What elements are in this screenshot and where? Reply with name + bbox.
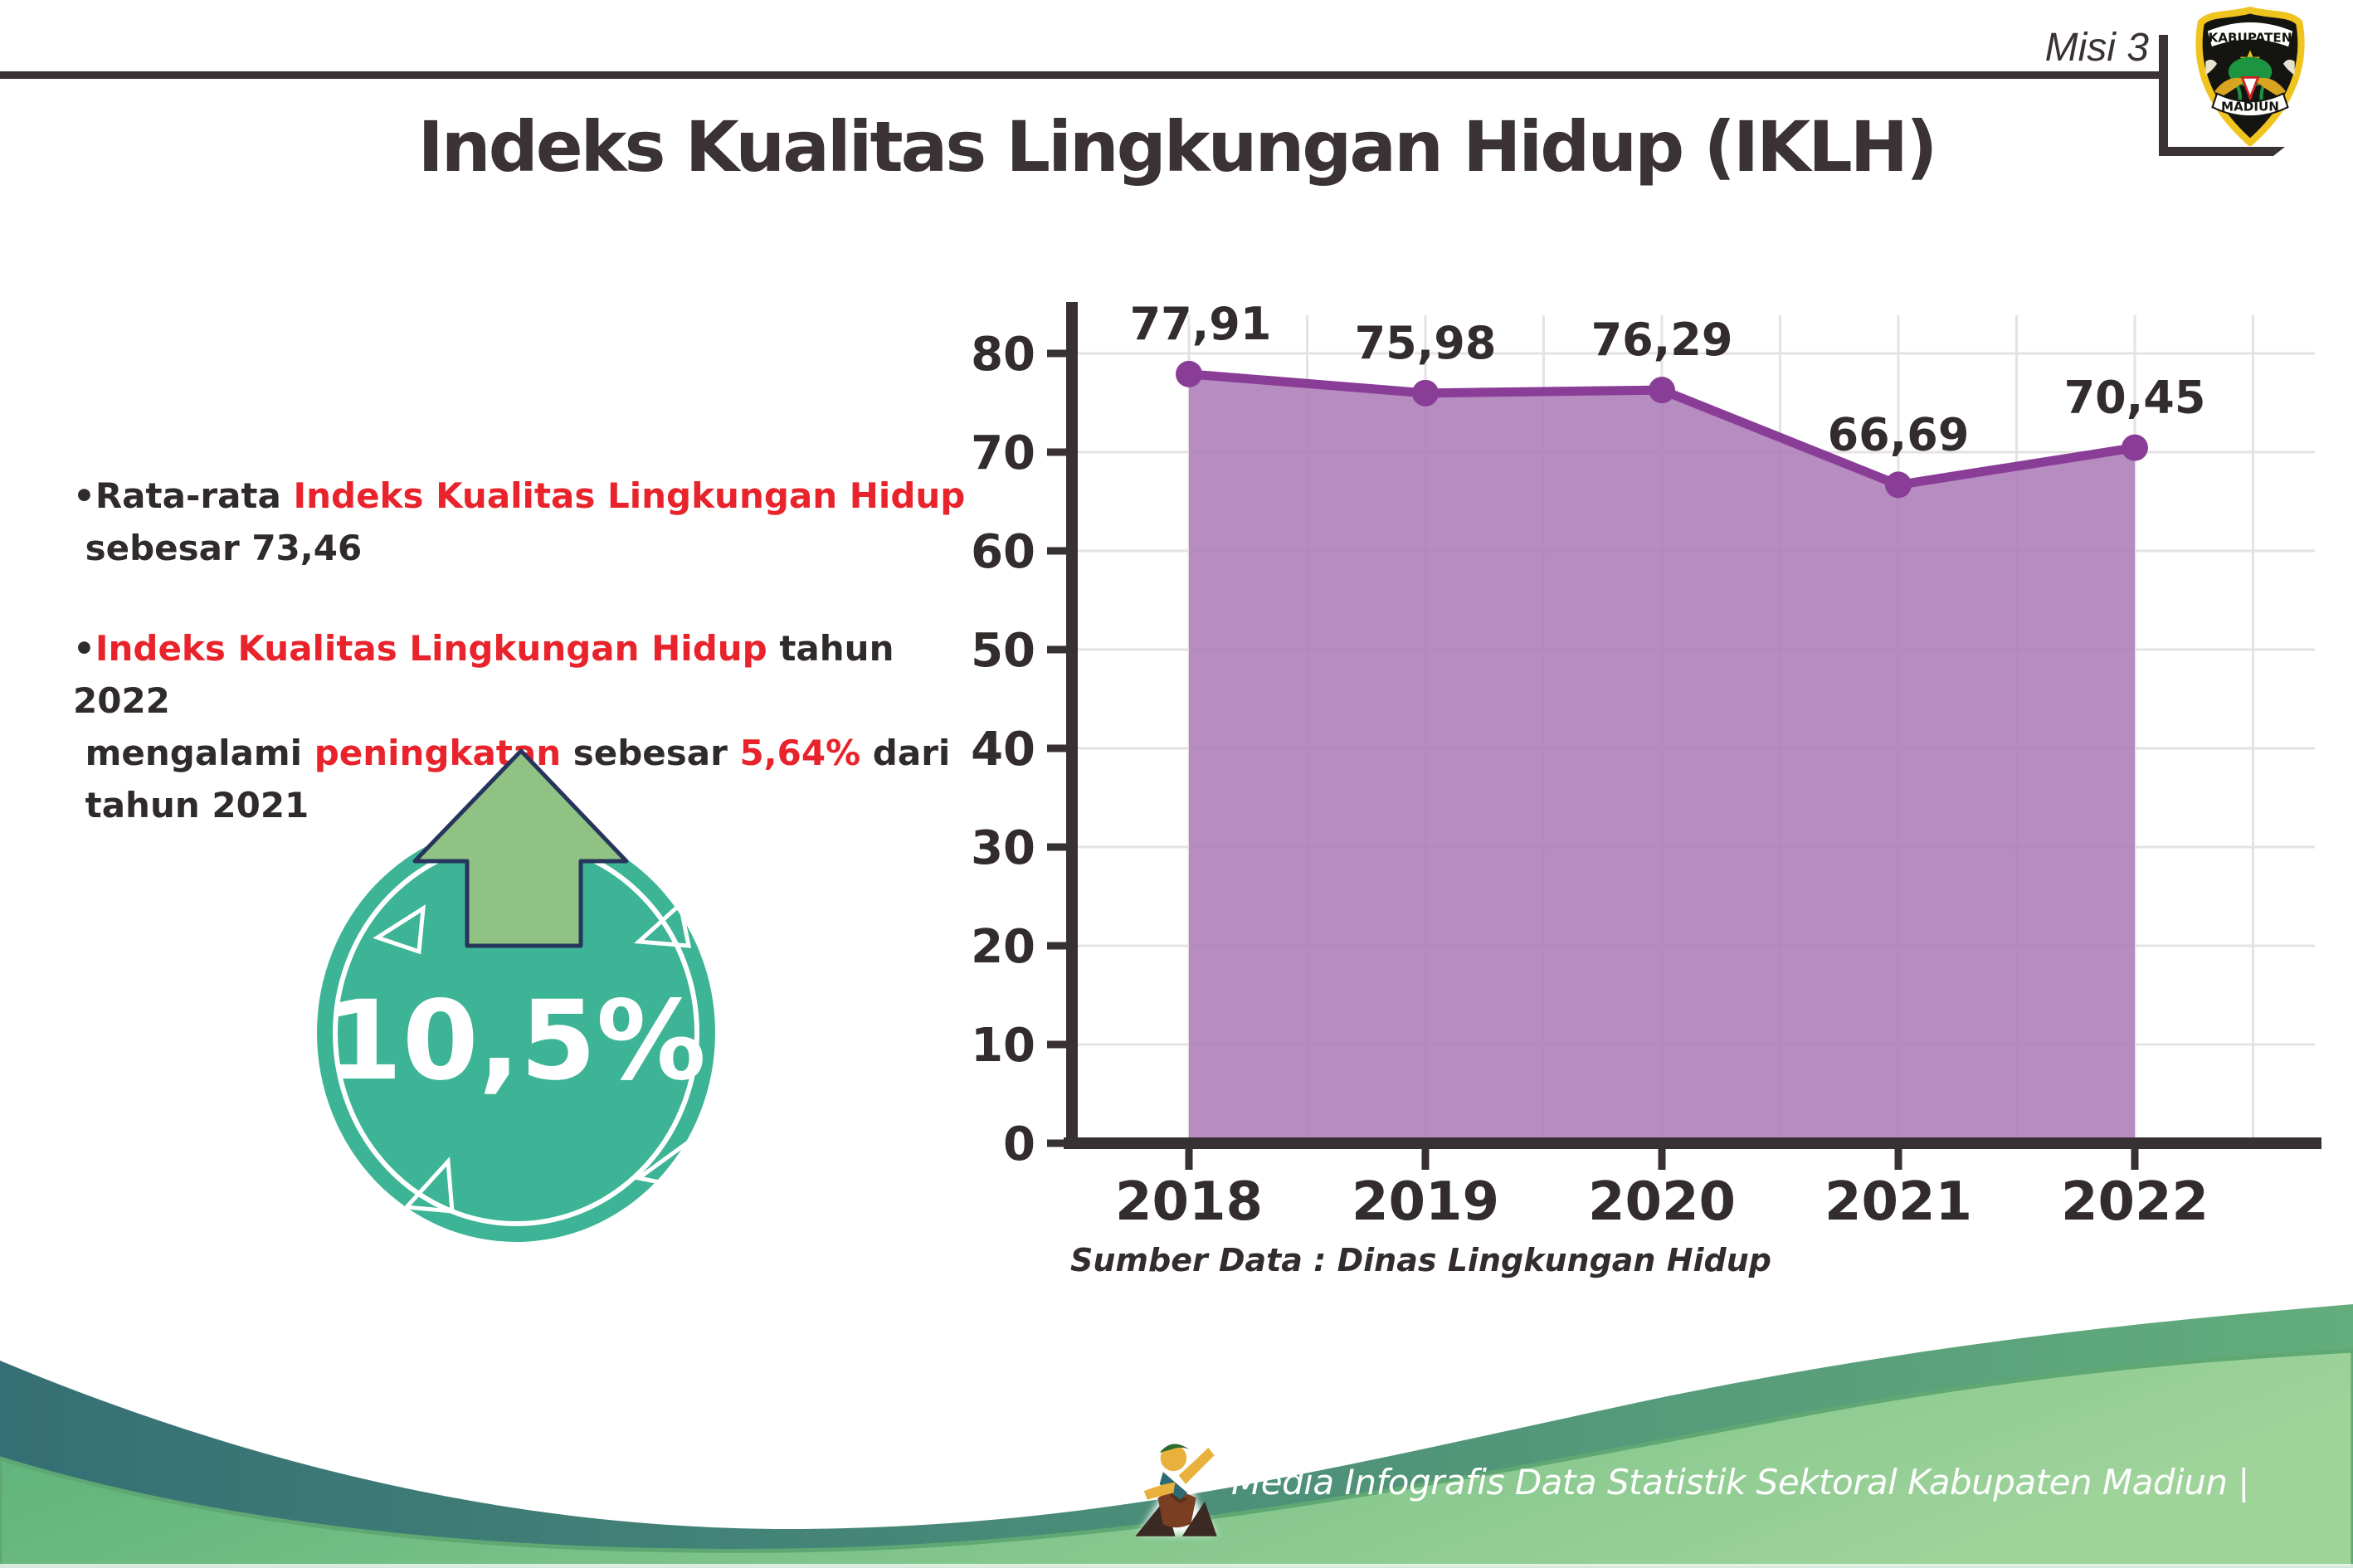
area-fill [1189, 373, 2135, 1144]
badge-percentage: 10,5% [326, 977, 706, 1105]
y-tick-label: 30 [971, 821, 1035, 875]
y-tick-label: 80 [971, 328, 1035, 382]
y-tick-label: 10 [971, 1019, 1035, 1073]
page-title: Indeks Kualitas Lingkungan Hidup (IKLH) [417, 106, 1938, 187]
text-segment: • [73, 628, 95, 669]
text-segment: •Rata-rata [73, 475, 294, 516]
y-tick-label: 0 [1003, 1118, 1035, 1171]
logo-frame-vertical [2159, 35, 2168, 156]
logo-bottom-text: MADIUN [2221, 99, 2279, 114]
y-tick-label: 20 [971, 920, 1035, 974]
y-tick-label: 50 [971, 624, 1035, 678]
sparkle-icon [373, 904, 426, 955]
dancer-mascot-icon [1135, 1443, 1217, 1536]
text-segment: Indeks Kualitas Lingkungan Hidup [293, 475, 966, 516]
sparkle-icon [633, 1141, 691, 1191]
data-point [2122, 434, 2148, 461]
text-segment: dari tahun 2021 [85, 733, 951, 825]
footer-caption: Media Infografis Data Statistik Sektoral… [1231, 1462, 2249, 1502]
up-arrow-icon [412, 748, 629, 948]
footer-wave-green [0, 1348, 2353, 1568]
sparkle-icon [402, 1157, 455, 1214]
footer-waves [0, 1304, 2353, 1568]
data-label: 77,91 [1130, 298, 1272, 350]
chart-layers: 0 10 20 30 40 50 60 70 80 2018 2019 2020 2021 2022 77,… [971, 298, 2321, 1233]
header-rule [0, 71, 2161, 79]
text-segment: 5,64% [739, 733, 861, 773]
increase-badge: 10,5% [317, 748, 715, 1242]
data-point [1649, 377, 1675, 404]
bullet-item-average: •Rata-rata Indeks Kualitas Lingkungan Hi… [73, 470, 977, 574]
text-segment: sebesar 73,46 [85, 528, 363, 568]
data-point [1412, 379, 1439, 407]
x-tick-label: 2018 [1115, 1171, 1263, 1233]
data-label: 76,29 [1591, 314, 1733, 366]
x-tick-label: 2022 [2061, 1171, 2209, 1233]
text-segment: sebesar [561, 733, 740, 773]
iklh-chart: 0 10 20 30 40 50 60 70 80 2018 2019 2020 2021 2022 77,… [971, 298, 2321, 1278]
y-tick-label: 40 [971, 723, 1035, 777]
logo-top-text: KABUPATEN [2209, 31, 2292, 46]
logo-frame-horizontal [2159, 147, 2285, 156]
text-segment: Indeks Kualitas Lingkungan Hidup [95, 628, 767, 669]
y-tick-label: 70 [971, 426, 1035, 480]
data-label: 75,98 [1355, 317, 1497, 369]
misi-label: Misi 3 [2044, 26, 2149, 70]
sparkle-icon [634, 900, 692, 948]
x-tick-label: 2019 [1352, 1171, 1499, 1233]
data-point [1176, 360, 1202, 387]
data-point [1885, 471, 1912, 499]
text-segment: tahun 2022 mengalami [73, 628, 894, 773]
y-tick-label: 60 [971, 525, 1035, 579]
chart-source-note: Sumber Data : Dinas Lingkungan Hidup [1070, 1242, 1771, 1278]
data-label: 70,45 [2064, 372, 2206, 424]
kabupaten-madiun-logo-icon: KABUPATEN MADIUN [2195, 7, 2305, 146]
badge-circle [317, 824, 715, 1242]
bottom-edge-strip [0, 1564, 2353, 1568]
x-tick-label: 2020 [1588, 1171, 1736, 1233]
x-tick-label: 2021 [1824, 1171, 1972, 1233]
data-label: 66,69 [1828, 408, 1970, 460]
